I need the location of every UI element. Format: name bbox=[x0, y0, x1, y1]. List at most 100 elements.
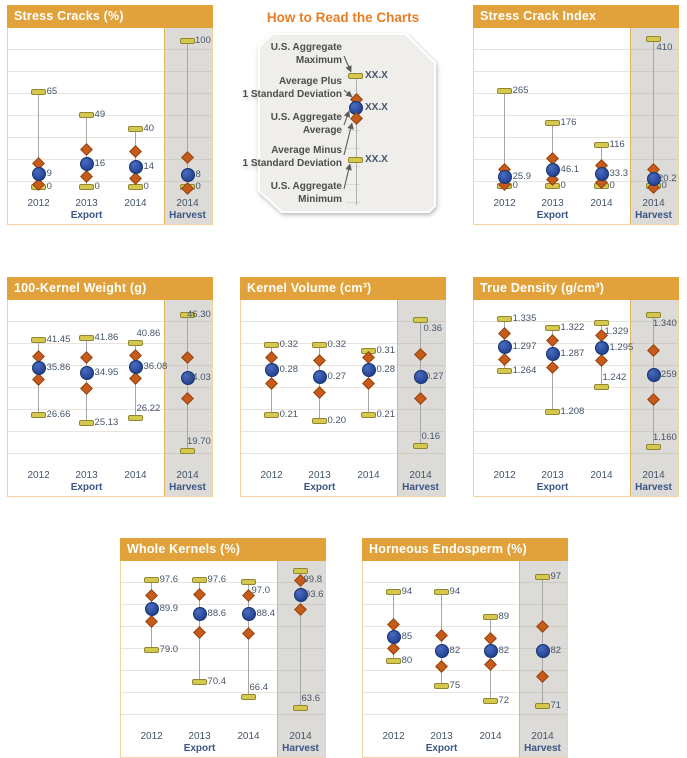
min-marker-dash bbox=[497, 367, 513, 374]
legend-label-line: Average Minus bbox=[271, 145, 342, 156]
min-marker-dash bbox=[264, 411, 280, 418]
min-marker-dash bbox=[293, 704, 309, 711]
value-label-avg: 36.08 bbox=[143, 361, 168, 373]
value-label-avg: 25.9 bbox=[512, 171, 532, 183]
min-marker-dash bbox=[312, 417, 328, 424]
minus-std-diamond bbox=[595, 354, 608, 367]
legend-label-line: 1 Standard Deviation bbox=[242, 157, 342, 169]
min-marker-dash bbox=[483, 697, 498, 704]
value-label-min: 0.16 bbox=[421, 431, 441, 443]
minus-std-diamond bbox=[129, 372, 142, 386]
harvest-column-background bbox=[630, 300, 678, 496]
legend-title: How to Read the Charts bbox=[266, 10, 420, 25]
year-label: 2013 bbox=[75, 198, 98, 209]
value-label-max: 99.8 bbox=[303, 574, 323, 586]
year-label: 2012 bbox=[260, 470, 283, 481]
plus-std-diamond bbox=[193, 588, 206, 602]
year-label: 2014 bbox=[124, 198, 147, 209]
avg-circle bbox=[545, 346, 560, 361]
avg-circle bbox=[594, 167, 609, 182]
minus-std-diamond bbox=[536, 669, 549, 683]
value-label-max: 65 bbox=[46, 85, 58, 97]
max-marker-dash bbox=[31, 88, 47, 95]
year-label: 2013 bbox=[75, 470, 98, 481]
chart-title: 100-Kernel Weight (g) bbox=[7, 277, 213, 300]
plus-std-diamond bbox=[129, 145, 142, 159]
max-marker-dash bbox=[535, 574, 551, 581]
year-label: 2014 bbox=[124, 470, 147, 481]
year-label: 2012 bbox=[140, 731, 163, 742]
value-label-avg: 82 bbox=[498, 645, 510, 657]
chart-area: 94 85 80 94 82 75 89 82 72 97 82 71 2012 2013 2014 201… bbox=[362, 561, 568, 758]
connector-line bbox=[187, 40, 189, 188]
x-axis-labels: 2012 2013 2014 2014 Export Harvest bbox=[241, 468, 445, 496]
max-marker-dash bbox=[264, 342, 280, 349]
avg-circle bbox=[128, 360, 143, 375]
max-marker-dash bbox=[348, 73, 363, 79]
value-label-max: 94 bbox=[401, 586, 413, 598]
year-label: 2012 bbox=[27, 470, 50, 481]
x-axis-labels: 2012 2013 2014 2014 Export Harvest bbox=[8, 468, 212, 496]
minus-std-diamond bbox=[294, 603, 307, 617]
value-label-avg: 1.297 bbox=[512, 340, 537, 352]
max-marker-dash bbox=[646, 312, 662, 319]
plot-markers: 97.6 89.9 79.0 97.6 88.6 70.4 97.0 88.4 66.4 99.8… bbox=[121, 561, 325, 729]
value-label-min: 0 bbox=[94, 181, 100, 193]
max-marker-dash bbox=[545, 325, 561, 332]
value-label-min: 71 bbox=[550, 699, 562, 711]
min-marker-dash bbox=[192, 678, 208, 685]
value-label-max: 94 bbox=[449, 586, 461, 598]
value-label-avg: 16 bbox=[94, 157, 106, 169]
group-label-export: Export bbox=[425, 743, 458, 754]
avg-circle bbox=[79, 366, 94, 381]
value-label-min: 80 bbox=[401, 655, 413, 667]
avg-circle bbox=[180, 370, 195, 385]
group-label-export: Export bbox=[70, 482, 103, 493]
group-label-export: Export bbox=[70, 210, 103, 221]
minus-std-diamond bbox=[435, 659, 448, 673]
panel-100-kernel-weight: 100-Kernel Weight (g) 41.45 35.86 26.66 41.… bbox=[7, 277, 213, 497]
legend-axis-line bbox=[356, 74, 357, 205]
chart-area: 1.335 1.297 1.264 1.322 1.287 1.208 1.329 1.295… bbox=[473, 300, 679, 497]
chart-area: 265 25.9 0 176 46.1 0 116 33.3 0 410 20.2 0 2012 201… bbox=[473, 28, 679, 225]
max-marker-dash bbox=[79, 334, 95, 341]
value-label-min: 72 bbox=[498, 694, 510, 706]
group-label-harvest: Harvest bbox=[282, 743, 319, 754]
minus-std-diamond bbox=[484, 657, 497, 671]
group-label-export: Export bbox=[183, 743, 216, 754]
value-label-max: 97.0 bbox=[251, 584, 271, 596]
group-label-harvest: Harvest bbox=[169, 482, 206, 493]
minus-std-diamond bbox=[129, 171, 142, 185]
plot-markers: 265 25.9 0 176 46.1 0 116 33.3 0 410 20.2 0 bbox=[474, 28, 678, 196]
year-label: 2014 bbox=[479, 731, 502, 742]
connector-line bbox=[653, 39, 655, 187]
x-axis-labels: 2012 2013 2014 2014 Export Harvest bbox=[8, 196, 212, 224]
min-marker-dash bbox=[180, 447, 196, 454]
connector-line bbox=[504, 91, 506, 187]
value-label-min: 0 bbox=[609, 180, 615, 192]
value-label-max: 40.86 bbox=[136, 327, 161, 339]
value-label-min: 66.4 bbox=[249, 682, 269, 694]
min-marker-dash bbox=[128, 184, 143, 191]
value-label-avg: 93.6 bbox=[305, 588, 324, 600]
value-label-min: 0.20 bbox=[327, 414, 347, 426]
plus-std-diamond bbox=[313, 354, 326, 368]
panel-stress-crack-index: Stress Crack Index 265 25.9 0 176 46.1 0 116 33… bbox=[473, 5, 679, 225]
minus-std-diamond bbox=[387, 642, 400, 656]
min-marker-dash bbox=[413, 443, 429, 450]
value-label-min: 25.13 bbox=[94, 417, 119, 429]
max-marker-dash bbox=[497, 88, 513, 95]
legend-label-line: Maximum bbox=[295, 54, 342, 66]
panel-horneous-endosperm: Horneous Endosperm (%) 94 85 80 94 82 75 89 82 7… bbox=[362, 538, 568, 758]
value-label-max: 97.6 bbox=[159, 573, 179, 585]
plus-std-diamond bbox=[145, 588, 158, 602]
legend-avg-value: XX.X bbox=[365, 102, 388, 113]
x-axis-labels: 2012 2013 2014 2014 Export Harvest bbox=[474, 196, 678, 224]
max-marker-dash bbox=[483, 613, 498, 620]
value-label-min: 0 bbox=[661, 180, 667, 192]
year-label: 2012 bbox=[382, 731, 405, 742]
value-label-avg: 88.6 bbox=[207, 607, 227, 619]
year-label: 2012 bbox=[27, 198, 50, 209]
value-label-avg: 0.27 bbox=[327, 370, 347, 382]
legend-label-minus-std: Average Minus 1 Standard Deviation bbox=[222, 145, 342, 170]
